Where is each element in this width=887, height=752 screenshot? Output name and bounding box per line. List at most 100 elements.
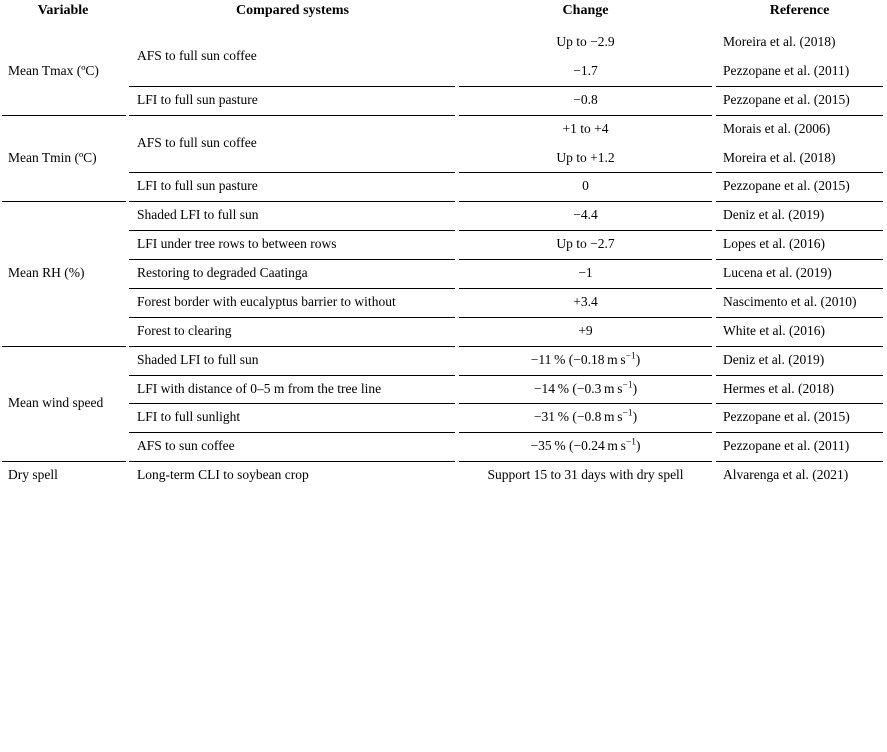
table-rule bbox=[129, 259, 455, 260]
table-rule bbox=[459, 461, 712, 462]
microclimate-effects-table: Variable Compared systems Change Referen… bbox=[2, 0, 885, 490]
table-rule bbox=[129, 461, 455, 462]
cell-reference: Moreira et al. (2018) bbox=[723, 34, 836, 49]
cell-change: −11 % (−0.18 m s−1) bbox=[530, 351, 641, 367]
table-rule bbox=[459, 317, 712, 318]
table-rule bbox=[716, 86, 883, 87]
table-row: Forest to clearing +9 White et al. (2016) bbox=[2, 317, 885, 346]
cell-change: Up to −2.9 bbox=[556, 34, 615, 49]
cell-compared-systems: Long-term CLI to soybean crop bbox=[137, 467, 309, 483]
column-header-change: Change bbox=[562, 3, 609, 18]
cell-change: −35 % (−0.24 m s−1) bbox=[530, 437, 641, 454]
table-row: LFI to full sunlight −31 % (−0.8 m s−1) Pe… bbox=[2, 403, 885, 432]
column-header-variable: Variable bbox=[37, 3, 89, 18]
cell-change: Support 15 to 31 days with dry spell bbox=[487, 467, 684, 483]
unit-exponent: −1 bbox=[622, 408, 633, 419]
cell-compared-systems: LFI to full sunlight bbox=[137, 409, 241, 425]
cell-change: −4.4 bbox=[573, 207, 598, 223]
cell-reference: Pezzopane et al. (2015) bbox=[723, 91, 850, 107]
table-row: LFI to full sun pasture 0 Pezzopane et al.… bbox=[2, 172, 885, 201]
table-rule bbox=[716, 230, 883, 231]
cell-reference: Deniz et al. (2019) bbox=[723, 351, 825, 367]
unit-exponent: −1 bbox=[625, 351, 636, 362]
cell-variable: Mean Tmin (ºC) bbox=[8, 149, 97, 165]
table-row: Mean wind speed Shaded LFI to full sun −11… bbox=[2, 346, 885, 410]
unit-exponent: −1 bbox=[622, 380, 633, 390]
table-rule bbox=[716, 461, 883, 462]
table-rule bbox=[459, 288, 712, 289]
cell-change: −0.8 bbox=[573, 91, 598, 107]
table-row: LFI with distance of 0–5 m from the tree… bbox=[2, 375, 885, 404]
cell-reference: Deniz et al. (2019) bbox=[723, 207, 825, 223]
cell-compared-systems: Shaded LFI to full sun bbox=[137, 207, 259, 223]
column-header-reference: Reference bbox=[769, 3, 830, 18]
cell-reference: Hermes et al. (2018) bbox=[723, 380, 834, 396]
table-row: Forest border with eucalyptus barrier to… bbox=[2, 288, 885, 317]
table-rule bbox=[129, 230, 455, 231]
table-rule bbox=[129, 432, 455, 433]
cell-reference: White et al. (2016) bbox=[723, 322, 825, 338]
table-rule bbox=[2, 115, 126, 116]
cell-compared-systems: Shaded LFI to full sun bbox=[137, 351, 259, 367]
cell-compared-systems: Forest to clearing bbox=[137, 322, 232, 338]
cell-reference: Pezzopane et al. (2011) bbox=[723, 438, 850, 454]
table-rule bbox=[129, 375, 455, 376]
table-row: Restoring to degraded Caatinga −1 Lucena e… bbox=[2, 259, 885, 288]
table-rule bbox=[459, 346, 712, 347]
table-rule bbox=[459, 86, 712, 87]
cell-reference: Lopes et al. (2016) bbox=[723, 236, 825, 252]
table-rule bbox=[716, 259, 883, 260]
table-rule bbox=[716, 346, 883, 347]
cell-compared-systems: Forest border with eucalyptus barrier to… bbox=[137, 293, 396, 309]
cell-change: −31 % (−0.8 m s−1) bbox=[533, 408, 638, 425]
table-rule bbox=[129, 317, 455, 318]
cell-variable: Dry spell bbox=[8, 467, 58, 483]
cell-change: −14 % (−0.3 m s−1) bbox=[533, 380, 638, 396]
cell-compared-systems: LFI to full sun pasture bbox=[137, 178, 258, 194]
table-rule bbox=[716, 172, 883, 173]
table-rule bbox=[129, 403, 455, 404]
cell-change: Up to −2.7 bbox=[556, 236, 615, 252]
cell-reference: Pezzopane et al. (2011) bbox=[723, 62, 850, 78]
table-row: AFS to sun coffee −35 % (−0.24 m s−1) Pezz… bbox=[2, 432, 885, 461]
table-rule bbox=[129, 86, 455, 87]
cell-compared-systems: AFS to sun coffee bbox=[137, 438, 235, 454]
table-row: LFI under tree rows to between rows Up to… bbox=[2, 230, 885, 259]
table-rule bbox=[129, 172, 455, 173]
cell-reference: Moreira et al. (2018) bbox=[723, 149, 836, 165]
table-header: Variable Compared systems Change Referen… bbox=[2, 0, 885, 28]
cell-variable: Mean Tmax (ºC) bbox=[8, 62, 99, 78]
table-rule bbox=[2, 461, 126, 462]
table-rule bbox=[716, 403, 883, 404]
table-row: LFI to full sun pasture −0.8 Pezzopane et … bbox=[2, 86, 885, 115]
table-rule bbox=[129, 201, 455, 202]
table-rule bbox=[459, 432, 712, 433]
cell-compared-systems: LFI to full sun pasture bbox=[137, 91, 258, 107]
table-rule bbox=[459, 403, 712, 404]
table-row: Dry spell Long-term CLI to soybean crop Su… bbox=[2, 461, 885, 490]
cell-change: +9 bbox=[578, 322, 593, 338]
cell-change: Up to +1.2 bbox=[556, 149, 615, 165]
cell-compared-systems: AFS to full sun coffee bbox=[137, 135, 257, 151]
cell-compared-systems: Restoring to degraded Caatinga bbox=[137, 265, 308, 280]
cell-reference: Alvarenga et al. (2021) bbox=[723, 467, 849, 483]
cell-change: −1 bbox=[578, 265, 593, 280]
table-rule bbox=[2, 346, 126, 347]
table-row: Mean Tmax (ºC) AFS to full sun coffee Up t… bbox=[2, 28, 885, 78]
table-rule bbox=[716, 317, 883, 318]
table-rule bbox=[129, 346, 455, 347]
table-rule bbox=[716, 432, 883, 433]
table-rule bbox=[716, 115, 883, 116]
cell-reference: Lucena et al. (2019) bbox=[723, 265, 832, 280]
header-row: Variable Compared systems Change Referen… bbox=[2, 0, 885, 28]
cell-compared-systems: LFI under tree rows to between rows bbox=[137, 236, 337, 252]
cell-change: +3.4 bbox=[573, 293, 598, 309]
cell-reference: Morais et al. (2006) bbox=[723, 120, 831, 136]
table-rule bbox=[716, 201, 883, 202]
unit-exponent: −1 bbox=[625, 437, 636, 448]
table-row: Up to +1.2 Moreira et al. (2018) bbox=[2, 144, 885, 173]
cell-change: 0 bbox=[582, 178, 589, 194]
table-rule bbox=[459, 230, 712, 231]
table-rule bbox=[129, 115, 455, 116]
column-header-compared: Compared systems bbox=[236, 3, 349, 18]
